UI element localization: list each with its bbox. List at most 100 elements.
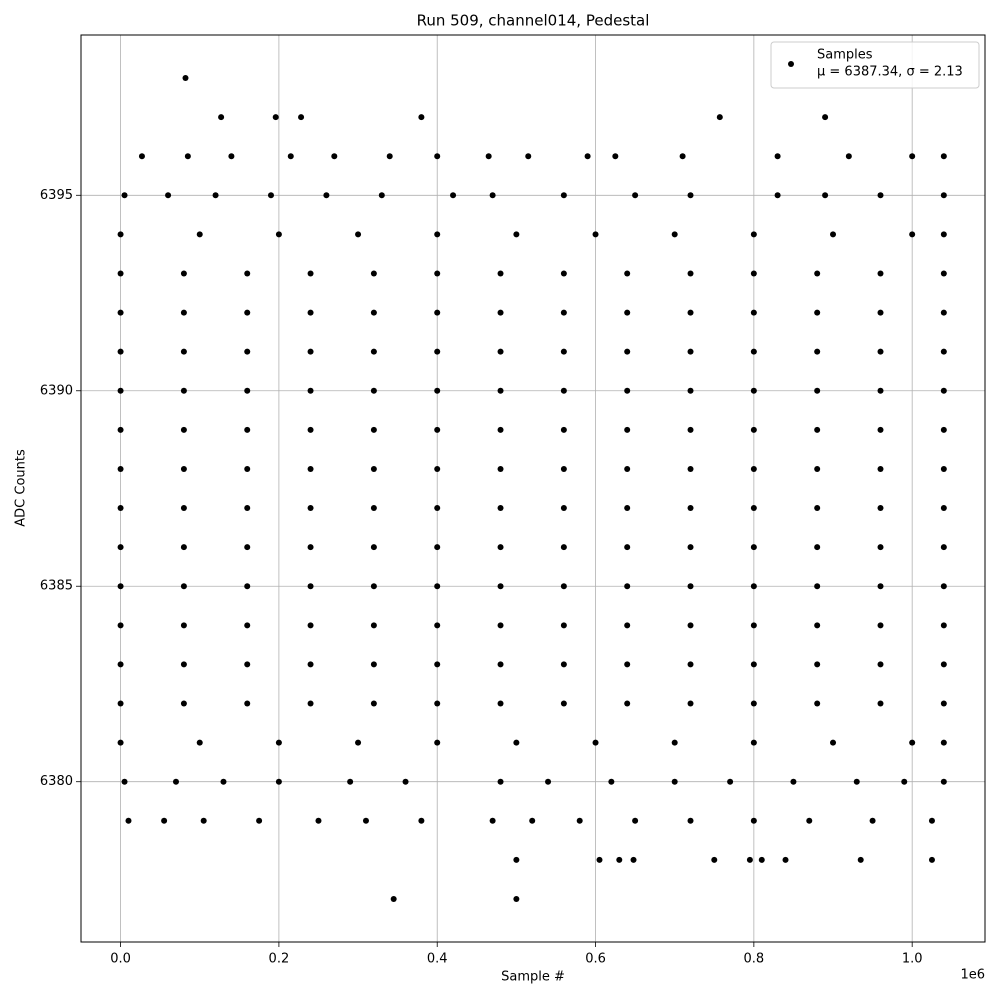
scatter-point: [877, 583, 884, 590]
scatter-point: [845, 153, 852, 160]
scatter-point: [244, 700, 251, 707]
scatter-point: [323, 192, 330, 199]
scatter-point: [497, 270, 504, 277]
scatter-point: [750, 700, 757, 707]
scatter-point: [402, 778, 409, 785]
scatter-point: [182, 75, 189, 82]
scatter-point: [117, 505, 124, 512]
scatter-point: [347, 778, 354, 785]
x-axis-label: Sample #: [501, 970, 565, 985]
scatter-point: [940, 465, 947, 472]
scatter-point: [434, 544, 441, 551]
scatter-point: [117, 739, 124, 746]
scatter-point: [857, 856, 864, 863]
scatter-point: [434, 700, 441, 707]
scatter-point: [117, 348, 124, 355]
scatter-point: [370, 309, 377, 316]
scatter-point: [671, 231, 678, 238]
plot-frame: [80, 34, 986, 943]
scatter-point: [560, 661, 567, 668]
x-tick-label: 1.0: [902, 952, 923, 967]
scatter-point: [434, 387, 441, 394]
scatter-point: [355, 231, 362, 238]
scatter-point: [687, 583, 694, 590]
scatter-point: [560, 465, 567, 472]
scatter-point: [750, 270, 757, 277]
scatter-point: [750, 622, 757, 629]
scatter-point: [560, 348, 567, 355]
scatter-point: [869, 817, 876, 824]
scatter-point: [307, 583, 314, 590]
scatter-point: [370, 505, 377, 512]
chart-title: Run 509, channel014, Pedestal: [417, 12, 650, 30]
scatter-point: [758, 856, 765, 863]
legend-label: μ = 6387.34, σ = 2.13: [817, 65, 963, 80]
scatter-point: [434, 309, 441, 316]
legend-box: [770, 41, 980, 89]
scatter-point: [901, 778, 908, 785]
scatter-point: [434, 583, 441, 590]
scatter-point: [244, 505, 251, 512]
scatter-point: [434, 231, 441, 238]
scatter-point: [814, 348, 821, 355]
scatter-point: [560, 544, 567, 551]
scatter-point: [196, 231, 203, 238]
scatter-point: [370, 465, 377, 472]
scatter-point: [822, 192, 829, 199]
scatter-point: [117, 661, 124, 668]
scatter-point: [624, 700, 631, 707]
scatter-point: [624, 387, 631, 394]
scatter-point: [687, 622, 694, 629]
scatter-point: [624, 544, 631, 551]
scatter-point: [671, 778, 678, 785]
scatter-point: [386, 153, 393, 160]
scatter-point: [180, 622, 187, 629]
scatter-point: [180, 465, 187, 472]
scatter-point: [608, 778, 615, 785]
scatter-point: [212, 192, 219, 199]
scatter-point: [497, 426, 504, 433]
scatter-point: [418, 114, 425, 121]
scatter-point: [814, 270, 821, 277]
scatter-point: [616, 856, 623, 863]
scatter-point: [687, 426, 694, 433]
scatter-point: [307, 544, 314, 551]
scatter-point: [624, 661, 631, 668]
scatter-point: [940, 661, 947, 668]
scatter-point: [370, 426, 377, 433]
y-tick-label: 6385: [40, 579, 73, 594]
scatter-point: [218, 114, 225, 121]
scatter-point: [822, 114, 829, 121]
scatter-point: [172, 778, 179, 785]
scatter-point: [497, 622, 504, 629]
scatter-point: [244, 348, 251, 355]
x-tick-label: 0.8: [744, 952, 765, 967]
scatter-point: [940, 348, 947, 355]
scatter-point: [877, 505, 884, 512]
scatter-point: [370, 583, 377, 590]
x-tick-label: 0.6: [585, 952, 606, 967]
scatter-point: [497, 661, 504, 668]
scatter-point: [307, 465, 314, 472]
scatter-point: [560, 192, 567, 199]
scatter-point: [687, 661, 694, 668]
scatter-point: [117, 231, 124, 238]
scatter-point: [307, 661, 314, 668]
scatter-point: [687, 348, 694, 355]
scatter-point: [877, 661, 884, 668]
scatter-point: [117, 309, 124, 316]
scatter-point: [272, 114, 279, 121]
legend: Samples μ = 6387.34, σ = 2.13: [770, 41, 980, 89]
scatter-point: [513, 739, 520, 746]
scatter-point: [497, 387, 504, 394]
scatter-point: [418, 817, 425, 824]
scatter-point: [370, 270, 377, 277]
scatter-point: [814, 622, 821, 629]
scatter-point: [434, 153, 441, 160]
scatter-point: [716, 114, 723, 121]
scatter-point: [750, 583, 757, 590]
scatter-point: [275, 231, 282, 238]
scatter-point: [790, 778, 797, 785]
scatter-point: [497, 700, 504, 707]
